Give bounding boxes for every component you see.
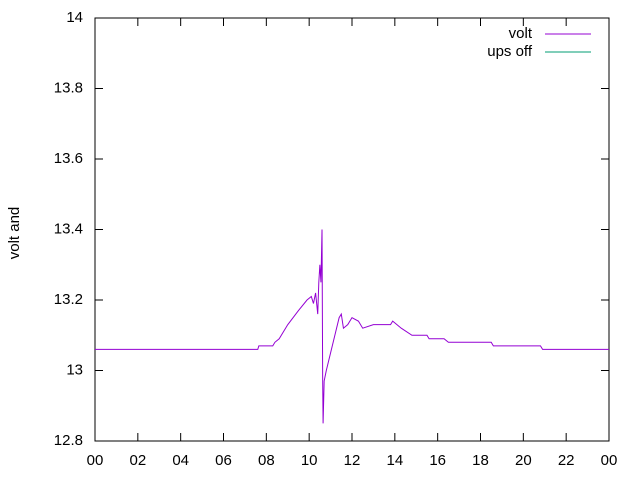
x-tick-label: 06 (215, 452, 232, 469)
data-line (95, 229, 609, 424)
legend-label: volt (509, 25, 533, 42)
y-tick-label: 13.4 (54, 220, 83, 237)
x-tick-label: 14 (386, 452, 403, 469)
x-tick-label: 16 (429, 452, 446, 469)
legend-label: ups off (487, 43, 533, 60)
x-tick-label: 20 (515, 452, 532, 469)
x-tick-label: 22 (558, 452, 575, 469)
y-tick-label: 12.8 (54, 432, 83, 449)
x-tick-label: 00 (87, 452, 104, 469)
x-tick-label: 12 (344, 452, 361, 469)
x-tick-label: 18 (472, 452, 489, 469)
x-tick-label: 00 (601, 452, 618, 469)
y-tick-label: 13.6 (54, 150, 83, 167)
plot-frame (94, 17, 610, 442)
x-tick-label: 02 (129, 452, 146, 469)
x-tick-label: 10 (301, 452, 318, 469)
y-tick-label: 13.8 (54, 79, 83, 96)
y-tick-label: 13.2 (54, 291, 83, 308)
y-tick-label: 14 (66, 9, 83, 26)
x-tick-label: 04 (172, 452, 189, 469)
x-tick-label: 08 (258, 452, 275, 469)
y-tick-label: 13 (66, 361, 83, 378)
y-axis-label: volt and (6, 207, 23, 260)
